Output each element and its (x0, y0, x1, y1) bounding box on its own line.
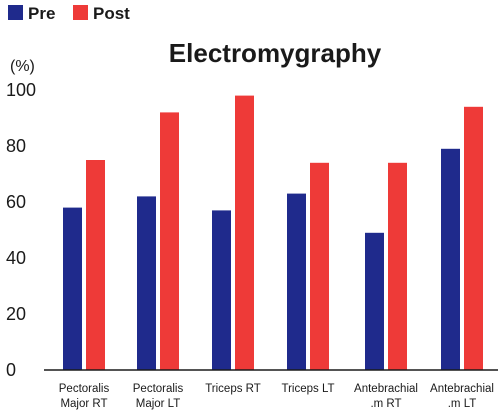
bar-post (86, 160, 105, 370)
y-axis-ticks: 0 20 40 60 80 100 (6, 80, 36, 380)
y-axis-unit-label: (%) (10, 58, 35, 75)
y-tick-label: 100 (6, 80, 36, 100)
y-tick-label: 60 (6, 192, 26, 212)
chart-title: Electromygraphy (169, 38, 382, 68)
bar-pre (441, 148, 460, 370)
legend-swatch-pre (8, 5, 23, 20)
bar-pre (365, 232, 384, 370)
y-tick-label: 0 (6, 360, 16, 380)
bar-post (464, 106, 483, 371)
y-tick-label: 80 (6, 136, 26, 156)
x-axis-category-labels: Pectoralis Major RT Pectoralis Major LT Tric… (59, 383, 494, 410)
x-category-label: Triceps LT (281, 383, 334, 395)
legend-label-pre: Pre (28, 4, 55, 23)
bar-post (310, 162, 329, 370)
x-category-label: Antebrachial .m RT (354, 383, 418, 410)
bar-pre (212, 210, 231, 370)
legend-label-post: Post (93, 4, 130, 23)
x-category-label: Pectoralis Major RT (59, 383, 110, 410)
bar-post (235, 95, 254, 370)
bar-pre (137, 196, 156, 370)
legend: Pre Post (8, 4, 130, 23)
x-category-label: Pectoralis Major LT (133, 383, 184, 410)
bar-pre (287, 193, 306, 370)
y-tick-label: 40 (6, 248, 26, 268)
bar-post (160, 112, 179, 371)
bar-pre (63, 207, 82, 370)
x-category-label: Antebrachial .m LT (430, 383, 494, 410)
legend-swatch-post (73, 5, 88, 20)
bars (63, 95, 483, 371)
x-category-label: Triceps RT (205, 383, 261, 395)
bar-post (388, 162, 407, 370)
y-tick-label: 20 (6, 304, 26, 324)
